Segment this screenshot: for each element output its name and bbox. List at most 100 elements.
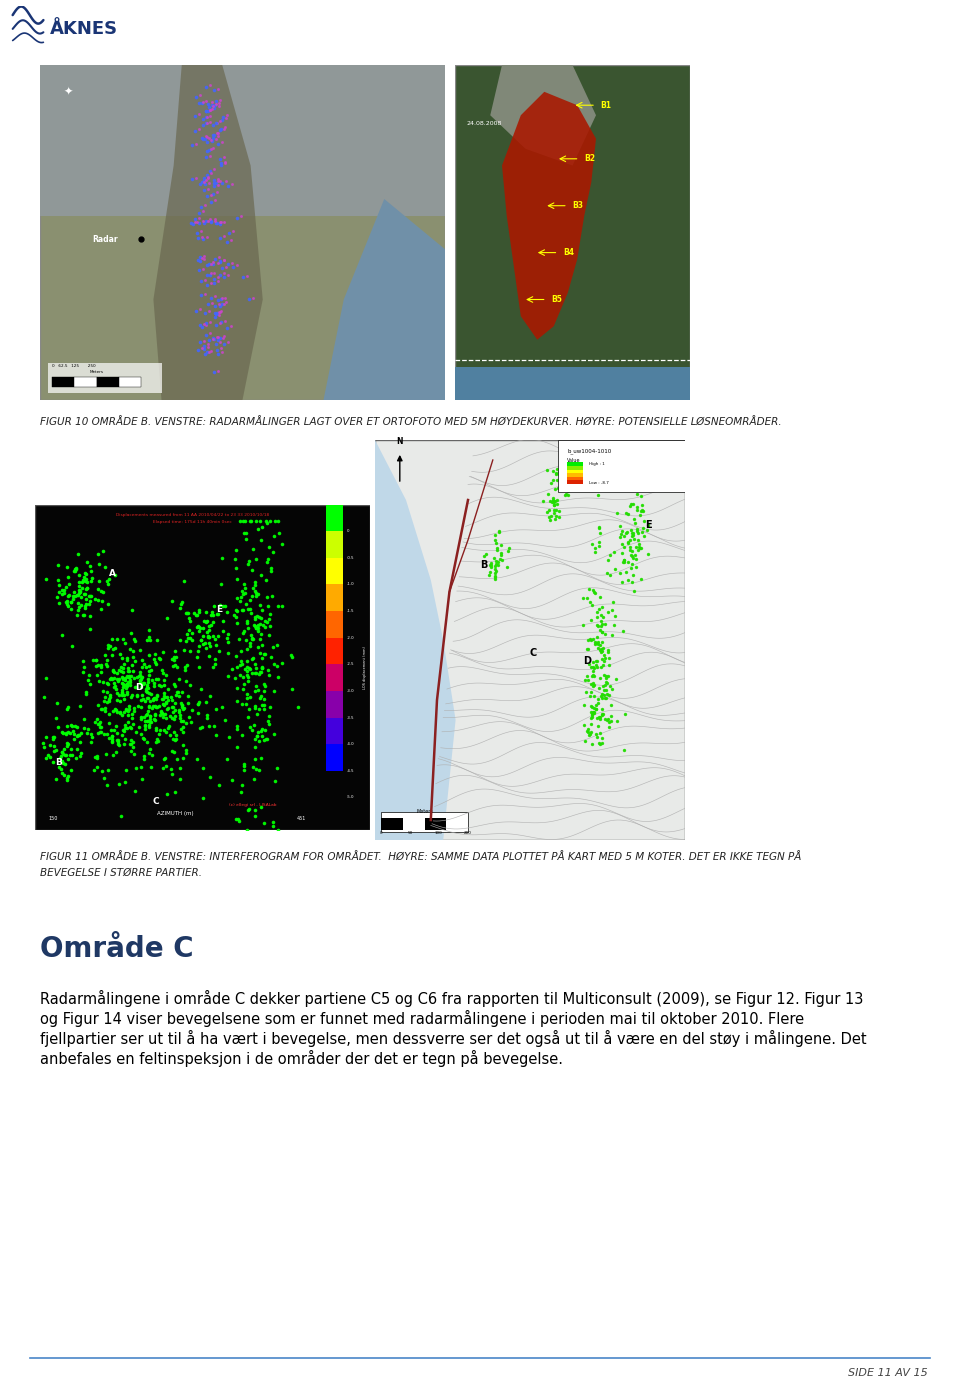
Point	[256, 698, 272, 720]
Point	[237, 658, 252, 681]
FancyBboxPatch shape	[326, 744, 344, 771]
Point	[89, 756, 105, 778]
Point	[630, 520, 645, 543]
Point	[101, 688, 116, 710]
Point	[589, 631, 605, 653]
Point	[103, 684, 118, 706]
Point	[109, 668, 125, 691]
Point	[547, 508, 563, 530]
Point	[72, 580, 87, 603]
Point	[183, 212, 199, 234]
Point	[55, 741, 70, 763]
Point	[595, 703, 611, 725]
Point	[105, 628, 120, 650]
Point	[253, 725, 269, 748]
Point	[200, 167, 215, 190]
Point	[232, 664, 248, 686]
Point	[73, 723, 88, 745]
Point	[588, 605, 604, 628]
Point	[147, 675, 162, 698]
Point	[240, 617, 255, 639]
Point	[215, 619, 230, 642]
Point	[215, 547, 230, 569]
Point	[626, 547, 641, 569]
Point	[122, 698, 137, 720]
Point	[117, 674, 132, 696]
Point	[88, 656, 104, 678]
Point	[229, 206, 245, 229]
Point	[597, 709, 612, 731]
Point	[69, 558, 84, 580]
Point	[38, 667, 54, 689]
Point	[212, 300, 228, 322]
Point	[251, 519, 266, 541]
Point	[221, 331, 236, 353]
Point	[254, 717, 270, 739]
Point	[206, 268, 222, 290]
Point	[270, 511, 285, 533]
Point	[580, 664, 595, 686]
Point	[191, 635, 206, 657]
Point	[53, 746, 68, 769]
Point	[219, 601, 234, 624]
Point	[616, 551, 632, 573]
Point	[205, 183, 221, 205]
Point	[114, 681, 130, 703]
FancyBboxPatch shape	[567, 473, 583, 477]
Point	[117, 670, 132, 692]
Point	[594, 727, 610, 749]
Point	[45, 751, 60, 773]
Point	[195, 625, 210, 647]
Point	[83, 585, 98, 607]
Point	[587, 665, 602, 688]
Point	[594, 698, 610, 720]
Point	[601, 710, 616, 732]
Point	[123, 728, 138, 751]
Point	[634, 568, 649, 590]
Point	[252, 628, 268, 650]
Text: B3: B3	[572, 201, 584, 211]
Point	[101, 759, 116, 781]
Text: B4: B4	[564, 248, 574, 257]
Point	[594, 731, 610, 753]
Point	[596, 650, 612, 672]
Point	[196, 212, 211, 234]
Point	[200, 704, 215, 727]
FancyBboxPatch shape	[446, 817, 468, 830]
Point	[63, 714, 79, 737]
Point	[207, 248, 223, 271]
Point	[209, 339, 225, 361]
Point	[243, 589, 258, 611]
Point	[42, 734, 58, 756]
Point	[240, 552, 255, 575]
Point	[235, 678, 251, 700]
Point	[142, 709, 157, 731]
Point	[164, 739, 180, 762]
Point	[221, 642, 236, 664]
Text: BEVEGELSE I STØRRE PARTIER.: BEVEGELSE I STØRRE PARTIER.	[40, 868, 202, 877]
Point	[192, 259, 207, 282]
Point	[487, 547, 502, 569]
Point	[159, 686, 175, 709]
Point	[116, 675, 132, 698]
Point	[555, 476, 570, 498]
Point	[210, 603, 226, 625]
Point	[174, 718, 189, 741]
Point	[256, 728, 272, 751]
Point	[248, 605, 263, 628]
Point	[593, 610, 609, 632]
Point	[95, 580, 110, 603]
Point	[224, 315, 239, 338]
Point	[591, 706, 607, 728]
Point	[160, 689, 176, 711]
Text: og Figur 14 viser bevegelsene som er funnet med radarmålingene i perioden mai ti: og Figur 14 viser bevegelsene som er fun…	[40, 1010, 804, 1027]
Point	[115, 665, 131, 688]
Point	[63, 591, 79, 614]
Point	[172, 707, 187, 730]
Point	[98, 686, 113, 709]
Point	[250, 617, 265, 639]
Point	[217, 265, 232, 287]
Point	[203, 311, 218, 333]
Point	[149, 684, 164, 706]
Point	[216, 117, 231, 140]
